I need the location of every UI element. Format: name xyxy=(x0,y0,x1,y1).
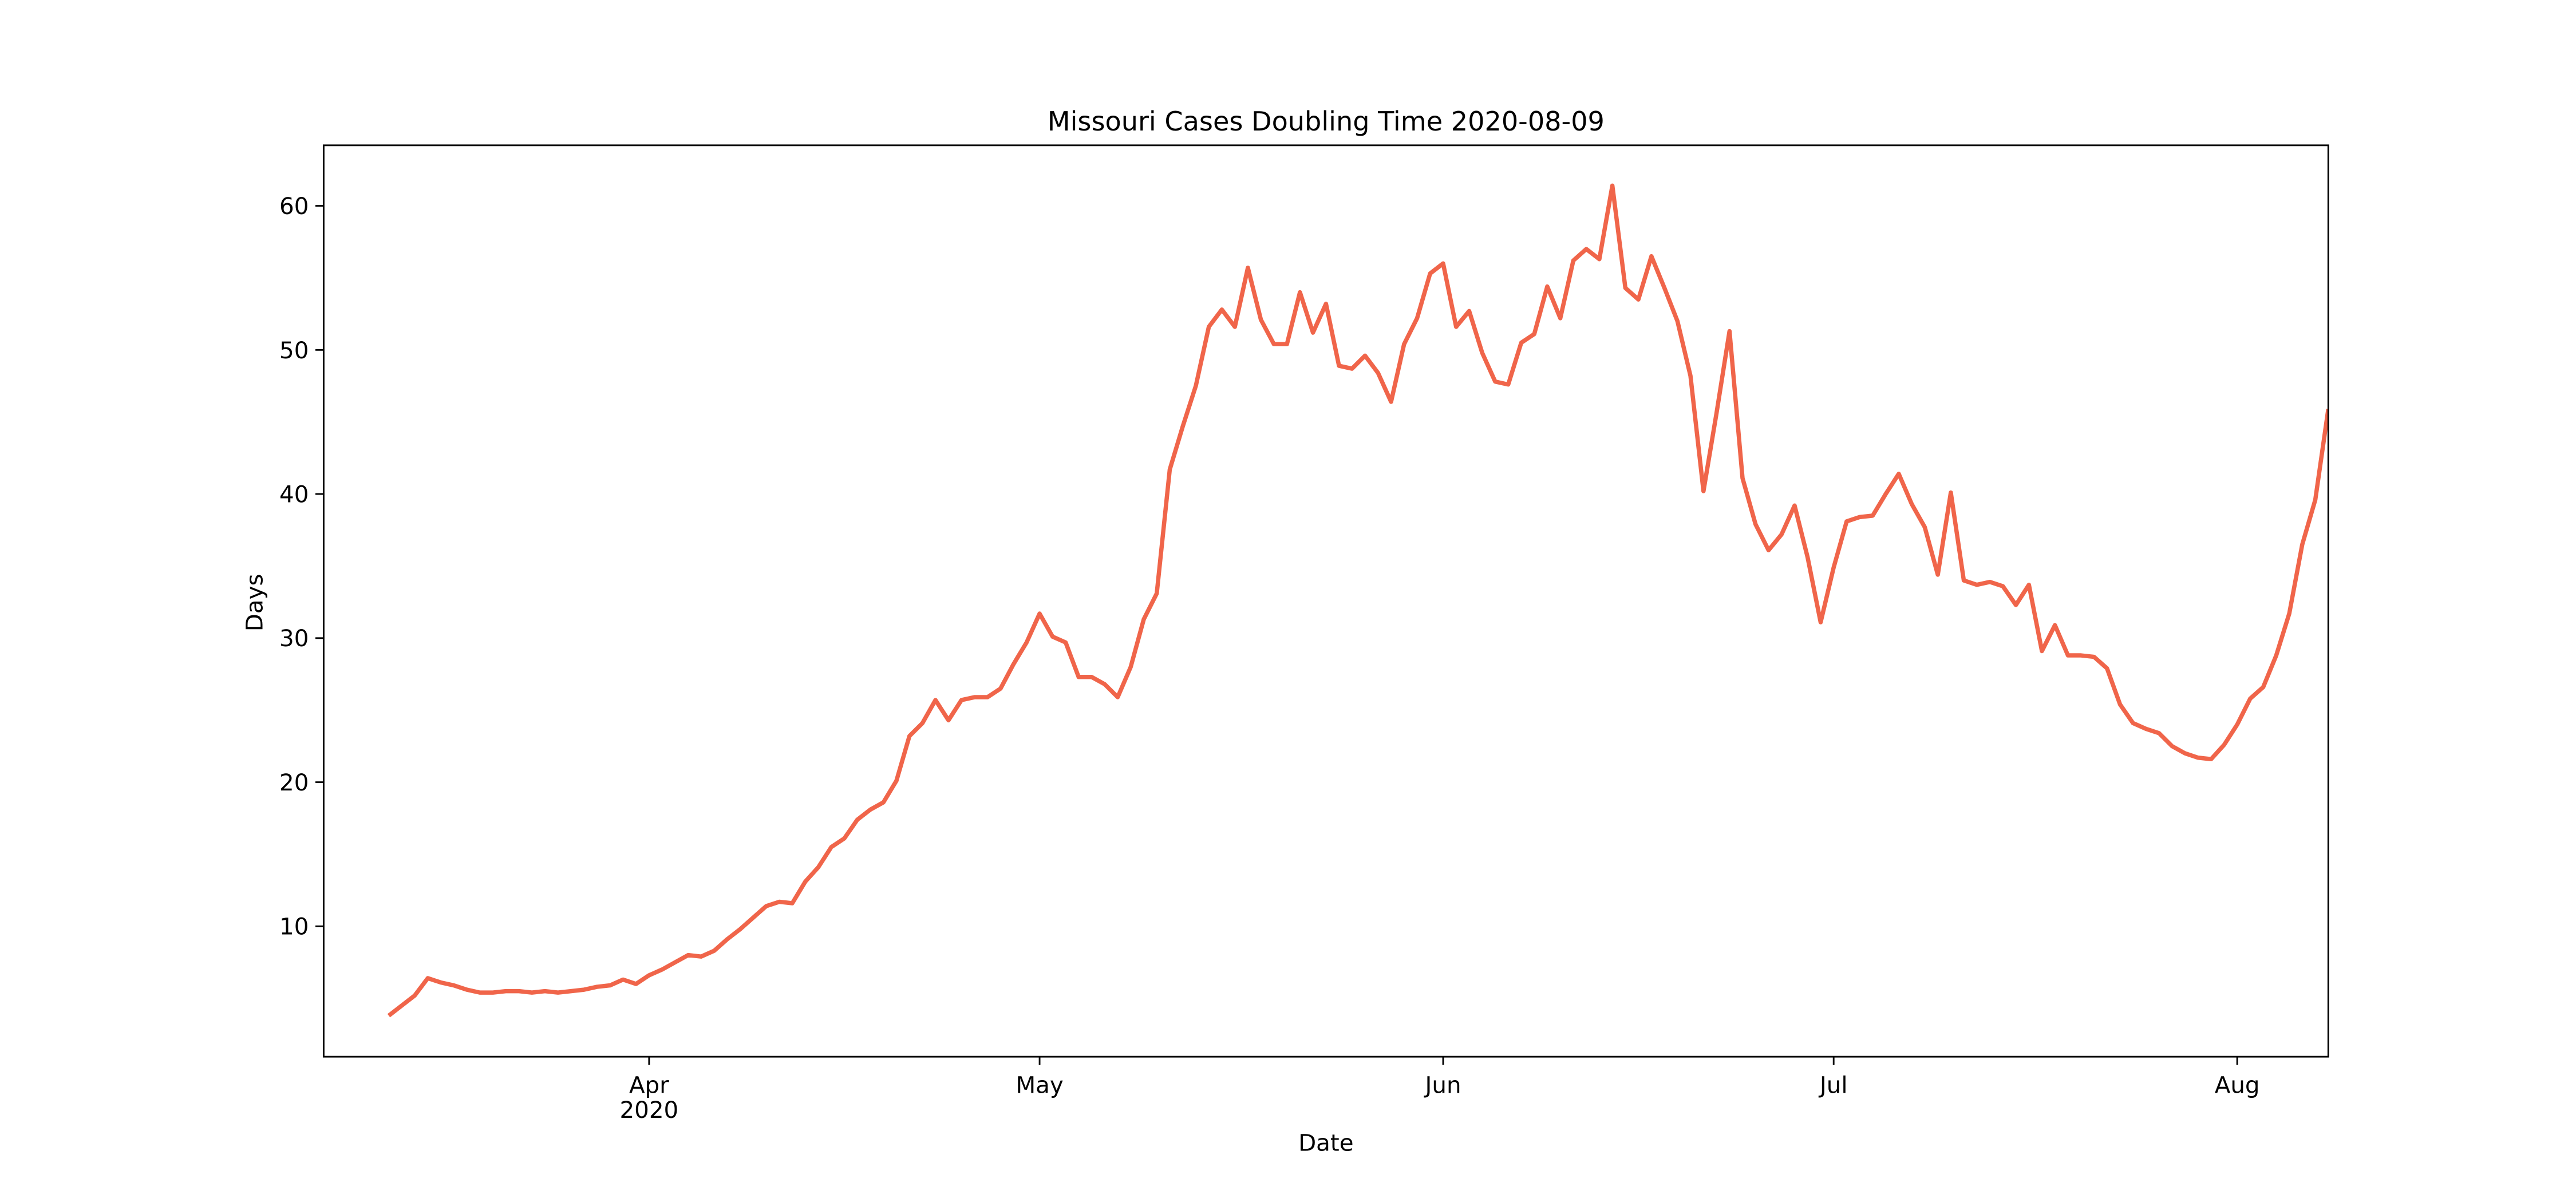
data-line xyxy=(387,183,2329,1018)
chart-title: Missouri Cases Doubling Time 2020-08-09 xyxy=(1048,106,1605,137)
y-tick-label: 50 xyxy=(279,337,309,364)
x-year-label: 2020 xyxy=(619,1097,678,1124)
x-tick-label: Aug xyxy=(2215,1072,2260,1099)
y-tick-label: 40 xyxy=(279,481,309,508)
x-tick-label: Apr xyxy=(629,1072,669,1099)
x-tick-label: Jun xyxy=(1423,1072,1461,1099)
x-axis-label: Date xyxy=(1298,1130,1354,1157)
y-axis-label: Days xyxy=(242,574,268,632)
plot-frame xyxy=(322,144,2329,1058)
y-tick-label: 60 xyxy=(279,193,309,220)
y-tick-label: 20 xyxy=(279,769,309,796)
y-tick-label: 30 xyxy=(279,625,309,652)
y-tick-label: 10 xyxy=(279,914,309,940)
x-tick-label: Jul xyxy=(1818,1072,1848,1099)
x-tick-label: May xyxy=(1016,1072,1063,1099)
